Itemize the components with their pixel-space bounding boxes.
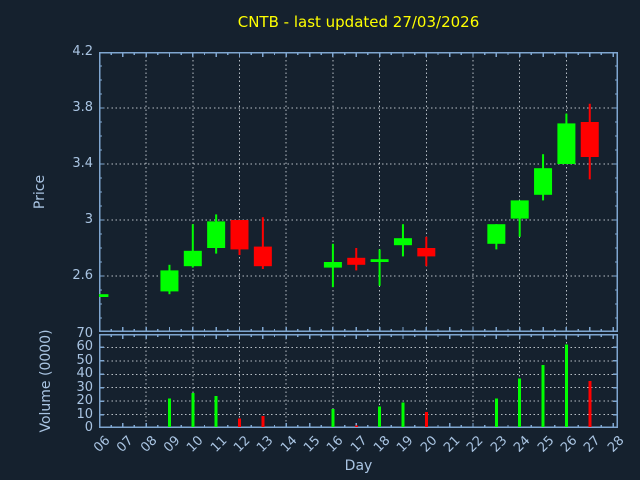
x-tick-label: 20 [417,433,441,456]
volume-bar [378,406,382,427]
candle-body [534,168,553,195]
volume-bar [588,381,592,427]
x-tick-label: 13 [254,433,277,456]
volume-tick-label: 20 [76,393,93,409]
chart-title: CNTB - last updated 27/03/2026 [237,13,480,31]
volume-bar [167,398,171,427]
x-tick-label: 25 [534,433,557,456]
volume-bar [401,402,405,427]
x-tick-label: 18 [371,433,394,456]
x-tick-label: 19 [394,433,417,456]
candle-body [99,294,109,297]
candle-body [253,246,272,267]
x-tick-label: 06 [90,433,114,456]
price-tick-label: 2.6 [72,268,93,283]
candle-body [160,270,179,292]
price-axis-label: Price [32,174,48,210]
price-plot [99,52,618,332]
x-tick-label: 11 [207,433,231,456]
price-tick-label: 3.8 [72,100,93,115]
x-tick-label: 17 [347,433,371,456]
x-tick-label: 24 [511,433,534,456]
volume-tick-label: 60 [76,339,93,355]
x-tick-label: 08 [137,433,161,456]
volume-tick-label: 50 [76,352,93,368]
candle-body [393,238,412,246]
x-tick-label: 28 [604,433,628,456]
x-tick-label: 14 [277,433,301,456]
volume-plot [99,334,618,428]
volume-tick-label: 70 [76,326,93,341]
volume-tick-label: 10 [76,406,93,422]
price-tick-label: 4.2 [72,44,93,59]
x-tick-label: 27 [581,433,604,456]
volume-bar [261,415,265,427]
x-tick-label: 15 [301,433,324,456]
volume-tick-label: 40 [76,366,93,382]
axes-spines [99,334,618,428]
x-tick-label: 07 [114,433,137,456]
candle-body [510,200,529,219]
price-tick-label: 3.4 [72,156,93,171]
x-tick-label: 10 [184,433,207,456]
price-tick-label: 3 [84,212,93,227]
volume-bar [518,378,522,427]
volume-bar [541,364,545,427]
candle-body [487,224,506,244]
volume-bar [191,393,195,427]
candle-body [580,122,599,157]
candle-body [370,259,389,262]
candle-body [207,221,226,248]
candle-body [347,257,366,265]
x-tick-label: 21 [441,433,464,456]
candle-body [230,220,249,250]
volume-bar [424,411,428,427]
volume-tick-label: 0 [84,420,93,435]
x-tick-label: 23 [487,433,511,456]
volume-bar [354,425,358,427]
x-tick-label: 12 [231,433,254,456]
volume-bar [214,395,218,427]
x-tick-label: 26 [557,433,581,456]
x-tick-label: 22 [464,433,487,456]
volume-bar [238,418,241,427]
candle-body [183,250,202,267]
candle-body [417,248,436,257]
volume-bar [564,344,568,427]
x-axis-label: Day [344,458,373,474]
volume-bar [331,409,335,427]
x-tick-label: 09 [161,433,184,456]
x-tick-label: 16 [324,433,347,456]
candle-body [557,123,576,164]
volume-bar [494,398,498,427]
candle-body [323,262,342,268]
volume-tick-label: 30 [76,379,93,395]
